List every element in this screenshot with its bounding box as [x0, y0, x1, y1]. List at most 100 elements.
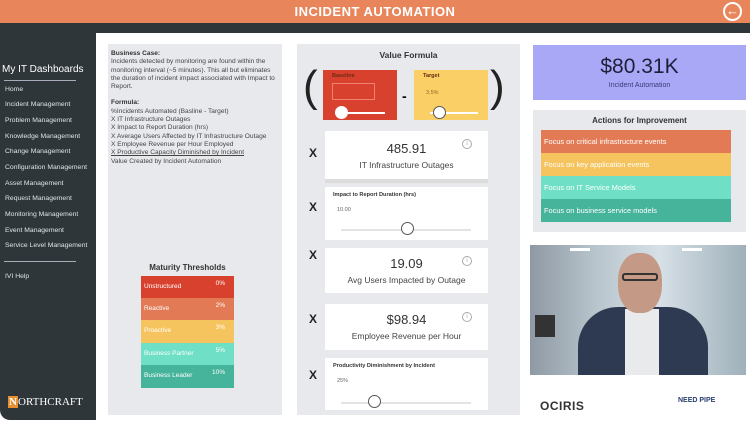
- maturity-value: 0%: [215, 280, 225, 287]
- productivity-label: Productivity Diminishment by Incident: [333, 363, 435, 369]
- sidebar-item-asset[interactable]: Asset Management: [5, 180, 64, 187]
- scrollbar[interactable]: [325, 179, 488, 183]
- target-slider-track[interactable]: [430, 112, 478, 114]
- northcraft-logo: NORTHCRAFT: [8, 396, 83, 408]
- revenue-value: $98.94: [386, 312, 427, 327]
- actions-title: Actions for Improvement: [592, 116, 687, 125]
- outages-card: 485.91 IT Infrastructure Outages i: [325, 131, 488, 179]
- kpi-card: $80.31K Incident Automation: [533, 45, 746, 100]
- outages-caption: IT Infrastructure Outages: [359, 160, 454, 170]
- sidebar-item-help[interactable]: IVI Help: [5, 273, 30, 280]
- revenue-caption: Employee Revenue per Hour: [351, 331, 462, 341]
- baseline-label: Baseline: [332, 73, 355, 79]
- sidebar-title: My IT Dashboards: [2, 64, 84, 75]
- formula-result: Value Created by Incident Automation: [111, 157, 222, 165]
- target-box: Target 3.5%: [414, 70, 488, 120]
- monitor: [535, 315, 555, 337]
- page-header: INCIDENT AUTOMATION: [0, 0, 750, 23]
- value-formula-title: Value Formula: [379, 50, 438, 60]
- sidebar-item-configuration[interactable]: Configuration Management: [5, 164, 87, 171]
- maturity-label: Business Partner: [144, 350, 194, 357]
- sidebar-item-request[interactable]: Request Management: [5, 195, 72, 202]
- sidebar-item-event[interactable]: Event Management: [5, 227, 64, 234]
- multiply-sign: X: [309, 146, 318, 160]
- info-icon[interactable]: i: [462, 312, 472, 322]
- productivity-thumb[interactable]: [368, 395, 381, 408]
- info-icon[interactable]: i: [462, 256, 472, 266]
- info-icon[interactable]: i: [462, 139, 472, 149]
- maturity-row: Reactive 2%: [141, 298, 234, 321]
- formula-line: X Average Users Affected by IT Infrastru…: [111, 132, 267, 140]
- presenter-shirt: [625, 309, 659, 375]
- ociris-logo: OCIRIS: [540, 399, 585, 413]
- sidebar-item-home[interactable]: Home: [5, 86, 24, 93]
- arrow-left-circle-icon[interactable]: ←: [723, 2, 742, 21]
- action-item[interactable]: Focus on IT Service Models: [541, 176, 731, 199]
- sidebar-item-monitoring[interactable]: Monitoring Management: [5, 211, 79, 218]
- actions-panel: Actions for Improvement Focus on critica…: [533, 110, 746, 232]
- maturity-label: Unstructured: [144, 283, 182, 290]
- sidebar-item-knowledge[interactable]: Knowledge Management: [5, 133, 81, 140]
- productivity-slicer: Productivity Diminishment by Incident 25…: [325, 358, 488, 410]
- header-band: [0, 23, 750, 33]
- maturity-value: 3%: [215, 324, 225, 331]
- maturity-label: Business Leader: [144, 372, 193, 379]
- avg-users-caption: Avg Users Impacted by Outage: [347, 275, 466, 285]
- open-paren: (: [303, 62, 318, 111]
- formula-line: %Incidents Automated (Basline - Target): [111, 107, 229, 115]
- outages-value: 485.91: [386, 141, 427, 156]
- kpi-value: $80.31K: [600, 55, 679, 78]
- maturity-label: Proactive: [144, 327, 172, 334]
- close-paren: ): [490, 62, 505, 111]
- formula-line: X Employee Revenue per Hour Employed: [111, 140, 234, 148]
- page-title: INCIDENT AUTOMATION: [294, 4, 456, 19]
- sidebar-item-problem[interactable]: Problem Management: [5, 117, 72, 124]
- ceiling-light: [570, 248, 590, 251]
- multiply-sign: X: [309, 368, 318, 382]
- impact-duration-thumb[interactable]: [401, 222, 414, 235]
- formula-heading: Formula:: [111, 99, 140, 107]
- formula-line: X Productive Capacity Diminished by Inci…: [111, 149, 245, 157]
- ceiling-light: [682, 248, 702, 251]
- action-item[interactable]: Focus on critical infrastructure events: [541, 130, 731, 153]
- minus-sign: -: [402, 88, 407, 104]
- baseline-input[interactable]: [332, 83, 375, 100]
- avg-users-value: 19.09: [390, 256, 423, 271]
- sidebar-item-change[interactable]: Change Management: [5, 148, 71, 155]
- multiply-sign: X: [309, 248, 318, 262]
- maturity-label: Reactive: [144, 305, 170, 312]
- productivity-track[interactable]: [341, 402, 471, 404]
- maturity-value: 2%: [215, 302, 225, 309]
- maturity-value: 5%: [215, 347, 225, 354]
- maturity-value: 10%: [211, 369, 225, 376]
- impact-duration-value[interactable]: 10.00: [337, 207, 351, 213]
- formula-line: X IT Infrastructure Outages: [111, 116, 191, 124]
- multiply-sign: X: [309, 312, 318, 326]
- maturity-row: Business Leader 10%: [141, 365, 234, 388]
- action-item[interactable]: Focus on business service models: [541, 199, 731, 222]
- sidebar-item-incident[interactable]: Incident Management: [5, 101, 71, 108]
- formula-line: X Impact to Report Duration (hrs): [111, 124, 209, 132]
- sidebar: [0, 23, 96, 420]
- divider: [4, 261, 76, 262]
- maturity-row: Proactive 3%: [141, 320, 234, 343]
- revenue-card: $98.94 Employee Revenue per Hour i: [325, 304, 488, 350]
- baseline-slider-track[interactable]: [335, 112, 385, 114]
- target-slider-thumb[interactable]: [433, 106, 446, 119]
- divider: [4, 80, 76, 81]
- sidebar-item-service-level[interactable]: Service Level Management: [5, 242, 88, 249]
- action-item[interactable]: Focus on key application events: [541, 153, 731, 176]
- business-case-heading: Business Case:: [111, 50, 161, 57]
- maturity-title: Maturity Thresholds: [149, 263, 226, 272]
- baseline-slider-thumb[interactable]: [335, 106, 348, 119]
- avg-users-card: 19.09 Avg Users Impacted by Outage i: [325, 248, 488, 293]
- baseline-box: Baseline: [323, 70, 397, 120]
- kpi-caption: Incident Automation: [608, 82, 671, 89]
- productivity-value[interactable]: 25%: [337, 378, 349, 384]
- presenter-glasses: [622, 273, 658, 281]
- business-case-text: Incidents detected by monitoring are fou…: [111, 58, 275, 91]
- presenter-video[interactable]: [530, 245, 746, 375]
- target-value[interactable]: 3.5%: [426, 90, 439, 96]
- maturity-row: Unstructured 0%: [141, 276, 234, 299]
- maturity-row: Business Partner 5%: [141, 343, 234, 366]
